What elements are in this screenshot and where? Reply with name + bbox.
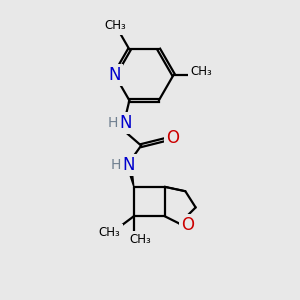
Text: N: N bbox=[108, 66, 121, 84]
Text: N: N bbox=[123, 156, 135, 174]
Text: O: O bbox=[181, 216, 194, 234]
Text: N: N bbox=[120, 115, 132, 133]
Polygon shape bbox=[128, 168, 134, 187]
Text: H: H bbox=[111, 158, 121, 172]
Text: CH₃: CH₃ bbox=[104, 20, 126, 32]
Text: CH₃: CH₃ bbox=[129, 233, 151, 246]
Text: O: O bbox=[167, 129, 179, 147]
Text: CH₃: CH₃ bbox=[99, 226, 121, 239]
Text: CH₃: CH₃ bbox=[190, 65, 212, 79]
Text: H: H bbox=[108, 116, 119, 130]
